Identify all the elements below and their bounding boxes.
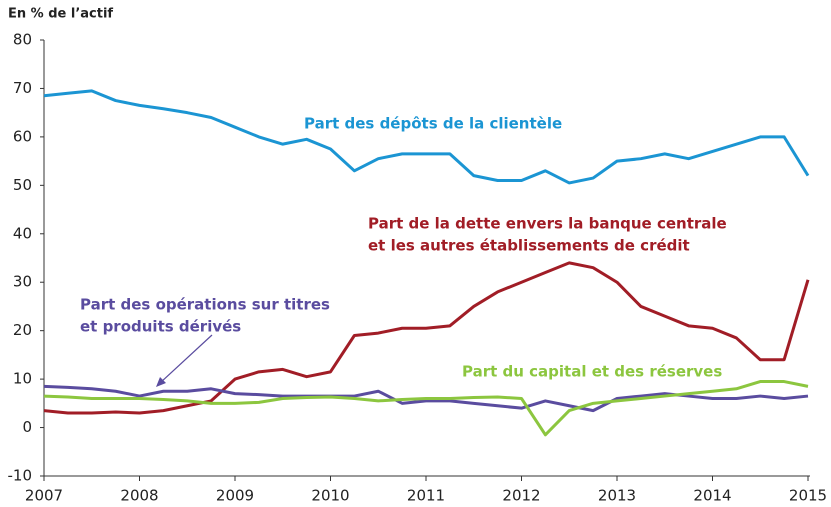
series-line <box>43 380 809 437</box>
y-tick-label: 10 <box>13 370 32 388</box>
x-tick-label: 2011 <box>407 487 445 505</box>
x-tick-label: 2009 <box>216 487 254 505</box>
series-line <box>43 261 810 415</box>
y-tick-label: 30 <box>13 273 32 291</box>
series-line <box>43 89 810 185</box>
annotation: Part de la dette envers la banque centra… <box>368 215 727 233</box>
y-axis-label: En % de l’actif <box>8 7 113 22</box>
x-tick-label: 2015 <box>789 487 827 505</box>
annotation: et les autres établissements de crédit <box>368 237 690 255</box>
x-tick-label: 2010 <box>311 487 349 505</box>
y-tick-label: 50 <box>13 176 32 194</box>
annotations: Part des dépôts de la clientèle Part de … <box>80 115 727 381</box>
x-tick-label: 2012 <box>502 487 540 505</box>
y-tick-label: 80 <box>13 31 32 49</box>
x-tick-label: 2014 <box>693 487 731 505</box>
y-tick-label: 60 <box>13 127 32 145</box>
annotation: et produits dérivés <box>80 318 241 336</box>
annotation-arrow <box>159 334 213 384</box>
x-tick-label: 2007 <box>25 487 63 505</box>
y-tick-label: 40 <box>13 224 32 242</box>
arrow-head <box>156 377 166 387</box>
annotation: Part du capital et des réserves <box>462 363 722 381</box>
y-tick-label: -10 <box>8 467 33 485</box>
annotation: Part des opérations sur titres <box>80 296 330 314</box>
annotation: Part des dépôts de la clientèle <box>304 115 562 133</box>
x-tick-label: 2008 <box>120 487 158 505</box>
y-tick-label: 0 <box>22 418 32 436</box>
x-tick-label: 2013 <box>598 487 636 505</box>
y-tick-label: 70 <box>13 79 32 97</box>
y-tick-label: 20 <box>13 321 32 339</box>
